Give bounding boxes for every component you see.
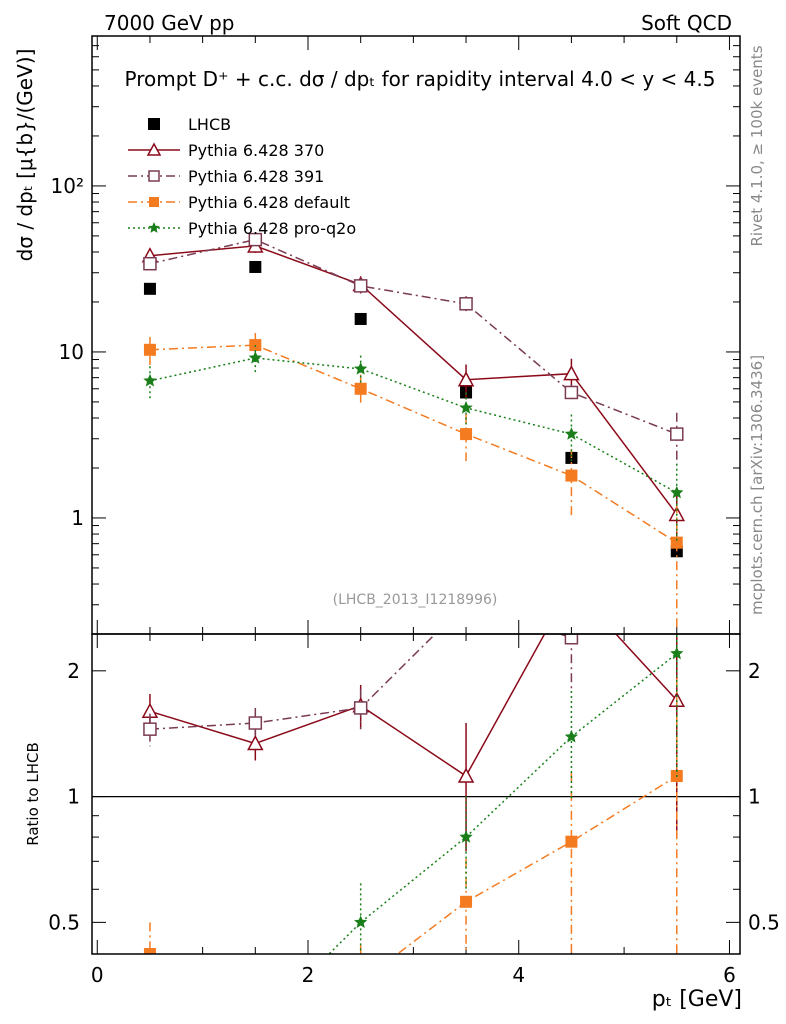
ratio-data-point: [460, 895, 473, 908]
main-data-point: [143, 256, 157, 271]
main-data-point: [354, 382, 367, 395]
ratio-data-point: [249, 986, 261, 998]
ratio-series-line: [150, 775, 678, 954]
x-tick-label: 6: [723, 963, 736, 987]
legend-label: Pythia 6.428 default: [188, 193, 350, 212]
main-data-point: [143, 373, 157, 387]
main-data-point: [670, 485, 684, 499]
rivet-version-label: Rivet 4.1.0, ≥ 100k events: [748, 45, 766, 246]
ratio-series-line: [327, 652, 678, 954]
ratio-data-point: [670, 646, 684, 660]
ratio-tick-label: 1: [67, 785, 80, 809]
ratio-tick-label-right: 1: [748, 785, 761, 809]
ratio-tick-label: 2: [67, 659, 80, 683]
ratio-data-point: [564, 579, 578, 592]
main-data-point: [143, 343, 156, 356]
main-data-point: [565, 469, 578, 482]
header-right: Soft QCD: [641, 11, 732, 35]
ratio-data-point: [143, 1021, 156, 1024]
chart-title: Prompt D⁺ + c.c. dσ / dpₜ for rapidity i…: [125, 67, 716, 91]
ratio-data-point: [457, 767, 475, 783]
x-tick-label: 2: [302, 963, 315, 987]
main-series-line: [149, 238, 678, 435]
ratio-series-line: [149, 634, 678, 778]
main-data-point: [460, 428, 473, 441]
main-series-line: [149, 344, 678, 544]
ratio-data-point: [355, 976, 367, 988]
ratio-series-line: [149, 634, 576, 730]
y-tick-label: 10: [59, 340, 84, 364]
ratio-axis-label: Ratio to LHCB: [24, 742, 42, 846]
x-tick-label: 4: [512, 963, 525, 987]
main-data-point: [354, 361, 368, 375]
ratio-data-point: [459, 830, 473, 843]
legend-label: Pythia 6.428 391: [188, 167, 324, 186]
legend: LHCB Pythia 6.428 370 Pythia 6.428 391 Pyth…: [128, 115, 356, 238]
header-left: 7000 GeV pp: [104, 11, 235, 35]
ratio-tick-label: 0.5: [48, 910, 80, 934]
main-series-line: [149, 245, 678, 515]
legend-label: Pythia 6.428 370: [188, 141, 324, 160]
ratio-data-point: [143, 722, 157, 736]
main-data-point: [563, 365, 580, 381]
main-data-point: [670, 536, 683, 549]
legend-label: Pythia 6.428 pro-q2o: [188, 219, 356, 238]
ratio-data-point: [565, 835, 578, 848]
main-data-point: [459, 297, 473, 311]
main-panel-series: [141, 232, 686, 631]
legend-marker: [148, 118, 160, 130]
ratio-data-point: [354, 915, 368, 928]
main-data-point: [143, 282, 156, 295]
y-tick-label: 10²: [51, 174, 84, 198]
mcplots-label: mcplots.cern.ch [arXiv:1306.3436]: [748, 355, 766, 615]
main-data-point: [354, 312, 367, 325]
main-data-point: [564, 427, 579, 440]
legend-marker: [146, 142, 162, 156]
main-data-point: [353, 279, 368, 293]
ratio-data-point: [247, 734, 264, 751]
main-data-point: [249, 260, 262, 273]
x-axis-label: pₜ [GeV]: [652, 987, 742, 1012]
ratio-panel-series: [141, 579, 686, 1024]
ratio-data-point: [564, 634, 579, 645]
ratio-data-point: [143, 948, 156, 954]
main-series-line: [149, 357, 678, 494]
main-data-point: [457, 371, 475, 387]
y-axis-label: dσ / dpₜ [μ{b}/(GeV)]: [13, 49, 37, 262]
main-data-point: [459, 400, 473, 414]
ratio-data-point: [249, 1021, 262, 1024]
y-tick-label: 1: [71, 506, 84, 530]
ratio-axis-ticks: 0 2 4 6 0.5 0.5 1 1 2 2: [48, 634, 780, 987]
ratio-tick-label-right: 2: [748, 659, 761, 683]
ratio-tick-label-right: 0.5: [748, 910, 780, 934]
main-axis-ticks: 1 10 10²: [51, 35, 740, 635]
main-data-point: [248, 232, 263, 247]
main-data-point: [564, 385, 579, 400]
legend-marker: [149, 197, 159, 207]
legend-label: LHCB: [188, 115, 231, 134]
legend-marker: [148, 222, 160, 233]
legend-marker: [148, 170, 160, 182]
main-data-point: [248, 351, 262, 364]
ratio-panel-frame: [91, 633, 741, 955]
main-data-point: [670, 427, 684, 441]
ratio-data-point: [353, 701, 368, 715]
ratio-data-point: [248, 716, 263, 730]
x-tick-label: 0: [91, 963, 104, 987]
analysis-label: (LHCB_2013_I1218996): [333, 592, 498, 608]
ratio-data-point: [564, 729, 579, 743]
